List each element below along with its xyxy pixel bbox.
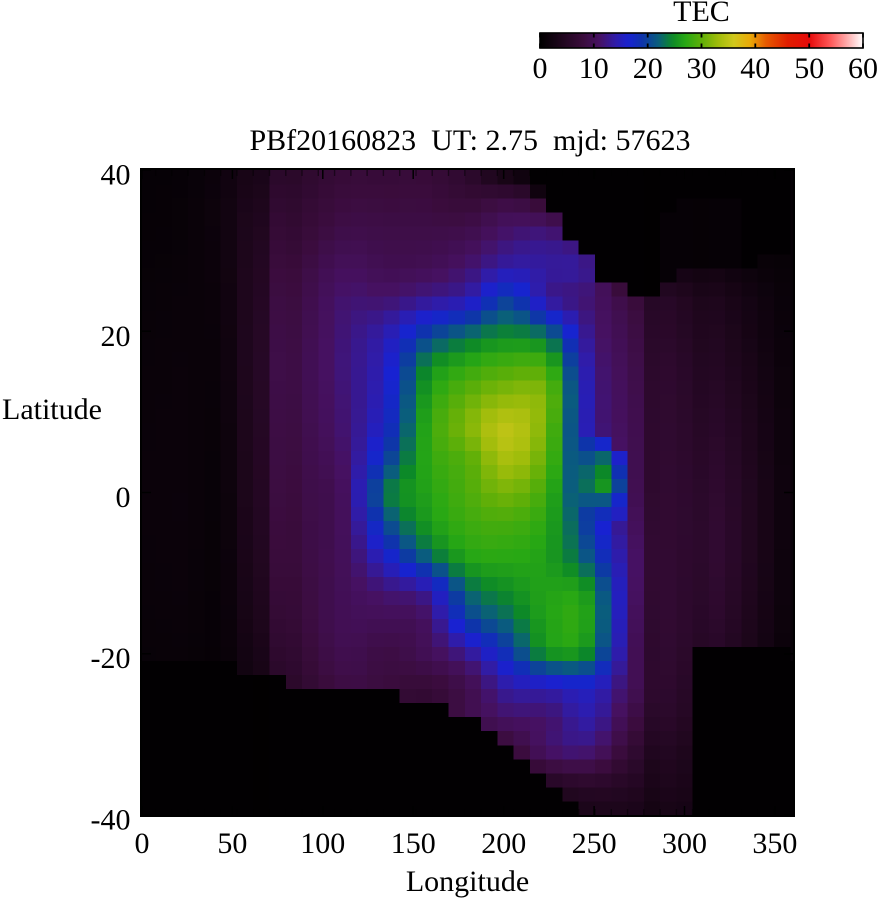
svg-text:350: 350 — [752, 827, 797, 860]
svg-text:0: 0 — [135, 827, 150, 860]
svg-text:0: 0 — [116, 481, 131, 514]
svg-text:150: 150 — [391, 827, 436, 860]
svg-text:40: 40 — [740, 52, 770, 85]
svg-text:60: 60 — [848, 52, 878, 85]
svg-text:-20: -20 — [91, 642, 131, 675]
svg-text:-40: -40 — [91, 804, 131, 837]
svg-text:30: 30 — [687, 52, 717, 85]
svg-text:0: 0 — [533, 52, 548, 85]
svg-text:250: 250 — [572, 827, 617, 860]
svg-text:40: 40 — [101, 159, 131, 192]
svg-text:PBf20160823 UT: 2.75 mjd: 57: PBf20160823 UT: 2.75 mjd: 57623 — [249, 124, 690, 157]
svg-text:20: 20 — [101, 320, 131, 353]
svg-text:50: 50 — [217, 827, 247, 860]
svg-text:100: 100 — [300, 827, 345, 860]
svg-text:50: 50 — [794, 52, 824, 85]
svg-text:10: 10 — [579, 52, 609, 85]
svg-text:300: 300 — [662, 827, 707, 860]
svg-text:Latitude: Latitude — [2, 393, 102, 426]
svg-text:200: 200 — [481, 827, 526, 860]
svg-text:20: 20 — [633, 52, 663, 85]
svg-text:TEC: TEC — [673, 0, 730, 28]
svg-text:Longitude: Longitude — [406, 865, 529, 898]
